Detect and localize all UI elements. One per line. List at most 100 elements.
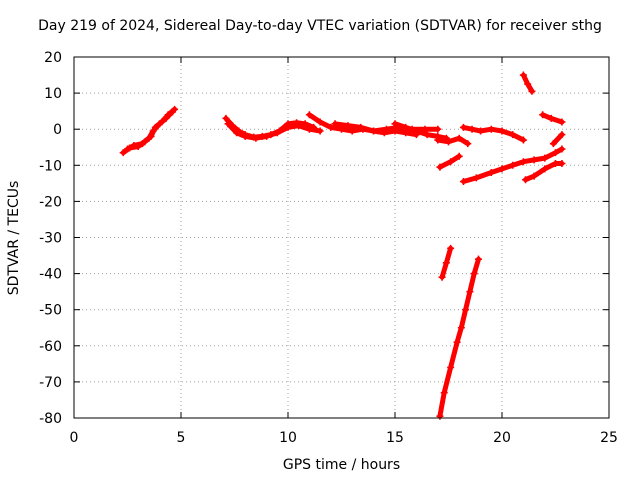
data-point xyxy=(440,389,448,397)
data-point xyxy=(466,288,474,296)
data-point xyxy=(434,125,442,133)
data-point xyxy=(547,114,555,122)
data-point xyxy=(558,131,566,139)
data-point xyxy=(487,125,495,133)
data-point xyxy=(130,141,138,149)
data-point xyxy=(468,125,476,133)
data-point xyxy=(156,120,164,128)
data-series xyxy=(539,111,566,126)
data-series xyxy=(434,134,472,148)
data-series xyxy=(224,120,324,142)
grid-layer xyxy=(74,57,609,418)
y-axis-label: SDTVAR / TECUs xyxy=(6,180,22,296)
data-point xyxy=(119,149,127,157)
data-series xyxy=(459,145,566,186)
data-point xyxy=(447,158,455,166)
data-point xyxy=(241,132,249,140)
data-point xyxy=(462,306,470,314)
data-point xyxy=(391,120,399,128)
data-point xyxy=(519,158,527,166)
data-point xyxy=(528,87,536,95)
data-point xyxy=(509,131,517,139)
data-point xyxy=(530,156,538,164)
data-point xyxy=(370,127,378,135)
data-point xyxy=(558,118,566,126)
data-point xyxy=(273,129,281,137)
data-series xyxy=(436,255,482,420)
data-point xyxy=(316,127,324,135)
x-tick-label: 25 xyxy=(600,430,618,446)
data-point xyxy=(284,123,292,131)
data-point xyxy=(327,123,335,131)
x-axis-label: GPS time / hours xyxy=(282,457,401,473)
y-tick-label: -50 xyxy=(39,303,62,319)
x-tick-label: 20 xyxy=(493,430,511,446)
data-point xyxy=(470,270,478,278)
data-point xyxy=(233,129,241,137)
data-point xyxy=(455,134,463,142)
data-series xyxy=(391,120,450,142)
y-tick-label: 20 xyxy=(44,50,62,66)
data-layer xyxy=(119,71,566,420)
data-point xyxy=(552,159,559,167)
data-point xyxy=(263,132,271,140)
data-point xyxy=(423,131,431,139)
data-point xyxy=(436,163,444,171)
data-point xyxy=(252,134,260,142)
data-series xyxy=(436,152,463,171)
data-point xyxy=(357,123,365,131)
tick-layer: 0 5 10 15 20 25 -80 -70 -60 -50 -40 -30 -20 -10 0 10 20 xyxy=(39,50,618,446)
y-tick-label: -70 xyxy=(39,375,62,391)
data-point xyxy=(305,125,313,133)
data-point xyxy=(530,172,538,180)
data-point xyxy=(455,152,463,160)
data-point xyxy=(459,123,467,131)
x-tick-label: 15 xyxy=(386,430,404,446)
y-tick-label: -80 xyxy=(39,411,62,427)
data-point xyxy=(402,123,410,131)
data-point xyxy=(412,127,420,135)
y-tick-label: -60 xyxy=(39,339,62,355)
data-point xyxy=(477,127,485,135)
data-series xyxy=(519,71,536,95)
data-point xyxy=(522,176,530,184)
data-point xyxy=(498,165,506,173)
data-point xyxy=(344,122,352,130)
series-trace xyxy=(461,146,565,184)
data-series xyxy=(438,244,455,281)
data-point xyxy=(445,138,452,146)
data-series xyxy=(459,123,527,144)
data-point xyxy=(295,122,303,130)
y-tick-label: 10 xyxy=(44,86,62,102)
data-point xyxy=(124,145,131,153)
data-point xyxy=(453,338,461,346)
x-tick-label: 0 xyxy=(70,430,79,446)
data-point xyxy=(519,71,527,79)
x-tick-label: 10 xyxy=(279,430,297,446)
data-point xyxy=(539,111,547,119)
data-point xyxy=(464,140,472,148)
data-point xyxy=(498,127,506,135)
data-point xyxy=(487,169,495,177)
series-trace xyxy=(523,161,565,183)
y-tick-label: -40 xyxy=(39,267,62,283)
data-point xyxy=(145,134,153,142)
data-point xyxy=(524,80,532,88)
data-point xyxy=(552,149,559,157)
data-point xyxy=(541,165,549,173)
data-point xyxy=(558,159,566,167)
data-point xyxy=(457,324,465,332)
data-point xyxy=(447,244,455,252)
data-point xyxy=(168,108,176,116)
data-point xyxy=(519,136,527,144)
data-series xyxy=(522,159,566,184)
x-tick-label: 5 xyxy=(177,430,186,446)
data-point xyxy=(149,127,157,135)
y-tick-label: -10 xyxy=(39,158,62,174)
chart-title: Day 219 of 2024, Sidereal Day-to-day VTE… xyxy=(38,18,602,34)
data-point xyxy=(222,114,230,122)
data-point xyxy=(438,273,446,281)
data-point xyxy=(442,259,450,267)
y-tick-label: 0 xyxy=(53,122,62,138)
